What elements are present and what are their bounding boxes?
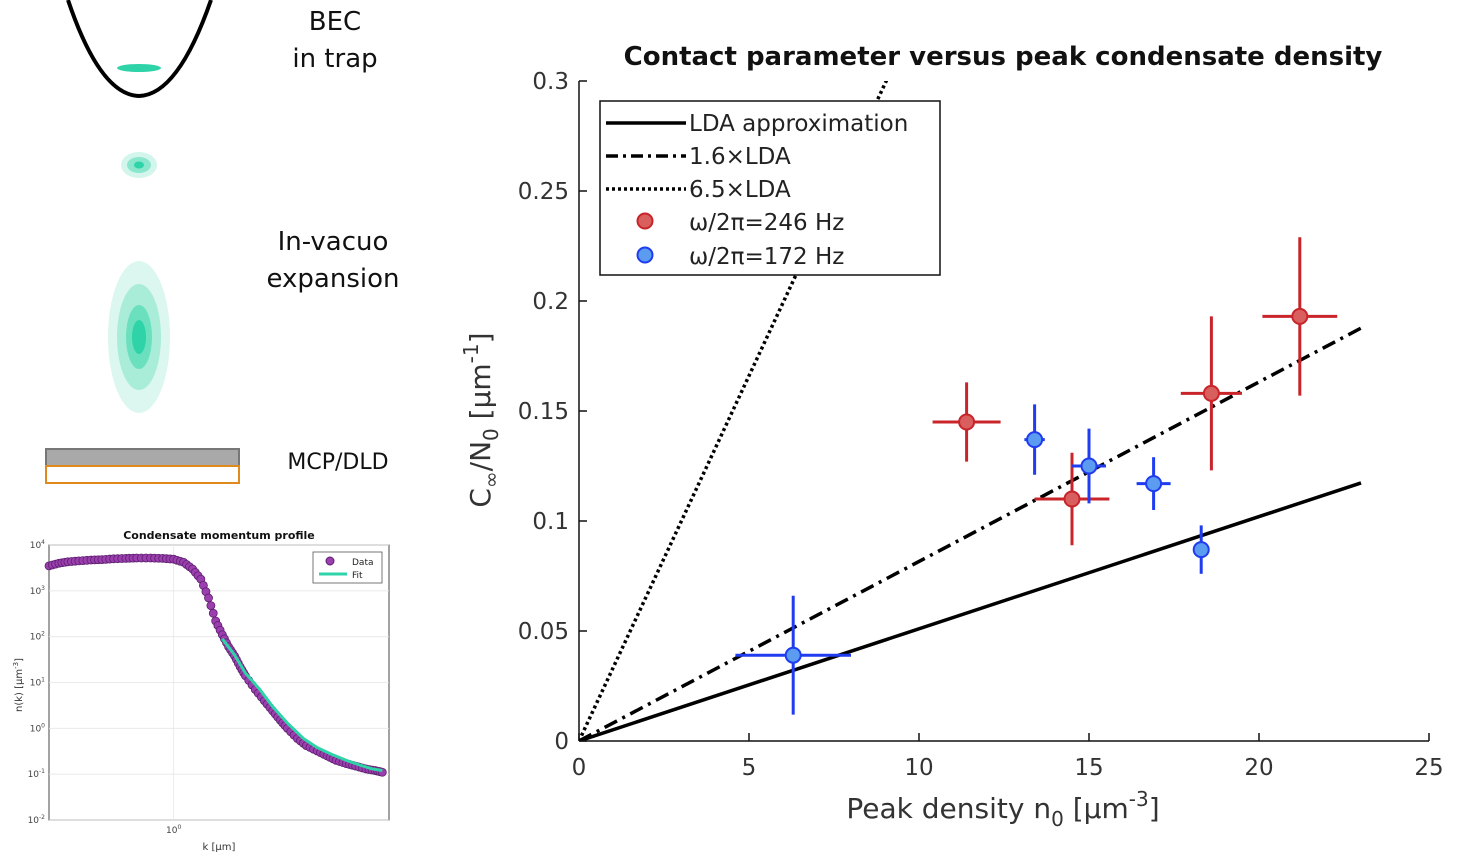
main-chart: Contact parameter versus peak condensate… <box>459 42 1444 831</box>
main-ylabel-C: C <box>464 488 497 508</box>
bec-label: BEC in trap <box>260 4 410 78</box>
marker <box>1145 475 1163 493</box>
late-expansion-cloud <box>108 261 170 413</box>
main-ylabel-unit: [μm <box>464 363 497 428</box>
inset-legend-marker-data <box>325 556 335 566</box>
inset-y-tick-label: 100 <box>30 722 45 734</box>
main-ticks: 0 5 10 15 20 25 0 0.05 0.1 0.15 0.2 0.25 0.3 <box>518 69 1444 781</box>
legend-marker-246hz <box>636 212 654 230</box>
trap-potential-curve <box>66 0 213 99</box>
line-1p6lda <box>579 326 1362 741</box>
y-tick-label: 0.05 <box>518 619 569 645</box>
inset-y-axis-label: n(k) [μm-3] <box>12 658 25 712</box>
inset-y-tick-label: 10-1 <box>28 768 46 780</box>
data-point-172hz <box>1192 525 1210 574</box>
expansion-label-line2: expansion <box>266 264 400 294</box>
inset-legend-label-data: Data <box>352 558 374 568</box>
main-x-axis-label: Peak density n0 [μm-3] <box>846 787 1159 831</box>
y-tick-label: 0.3 <box>532 69 569 95</box>
main-plot-area <box>579 81 1362 741</box>
main-ylabel-N-sub: 0 <box>479 428 503 441</box>
main-xlabel-close: ] <box>1149 792 1160 825</box>
y-tick-label: 0 <box>554 729 569 755</box>
inset-chart: Condensate momentum profile 104 103 102 101… <box>12 529 390 853</box>
inset-x-axis-label: k [μm] <box>203 842 236 853</box>
legend-label-6p5lda: 6.5×LDA <box>689 177 791 203</box>
marker <box>958 413 976 431</box>
legend-label-172hz: ω/2π=172 Hz <box>689 244 844 270</box>
inset-y-tick-label: 101 <box>30 677 45 689</box>
inset-data-point <box>204 593 213 603</box>
marker <box>1291 307 1309 325</box>
x-tick-label: 0 <box>572 755 587 781</box>
inset-legend-box <box>312 551 383 584</box>
inset-x-tick-label: 100 <box>166 824 181 836</box>
main-ylabel-sup: -1 <box>459 343 483 363</box>
inset-data-point <box>206 601 216 611</box>
legend-label-246hz: ω/2π=246 Hz <box>689 210 844 236</box>
x-tick-label: 15 <box>1074 755 1103 781</box>
expansion-label: In-vacuo expansion <box>248 224 418 298</box>
data-point-246hz <box>1180 316 1242 471</box>
marker <box>1063 490 1081 508</box>
inset-ticks: 104 103 102 101 100 10-1 10-2 100 <box>28 539 182 836</box>
data-point-246hz <box>1034 452 1110 546</box>
inset-legend: Data Fit <box>312 551 383 584</box>
bec-label-line2: in trap <box>292 44 378 74</box>
data-point-172hz <box>735 595 851 715</box>
inset-ylabel-text: n(k) [μm <box>14 669 25 712</box>
mcp-dld-detector <box>45 448 240 484</box>
data-point-172hz <box>1136 457 1171 510</box>
inset-fit-line <box>221 637 383 772</box>
marker <box>1080 457 1098 475</box>
data-point-172hz <box>1072 428 1106 504</box>
x-tick-label: 10 <box>904 755 933 781</box>
line-lda <box>579 481 1362 741</box>
main-xlabel-sup: -3 <box>1129 787 1149 811</box>
y-tick-label: 0.15 <box>518 399 569 425</box>
y-tick-label: 0.1 <box>532 509 569 535</box>
y-tick-label: 0.2 <box>532 289 569 315</box>
inset-data-point <box>208 608 218 618</box>
inset-grid <box>49 544 389 821</box>
data-point-246hz <box>932 382 1001 462</box>
y-tick-label: 0.25 <box>518 179 569 205</box>
main-xlabel-sub: 0 <box>1051 807 1064 831</box>
inset-y-tick-label: 102 <box>30 631 45 643</box>
bec-cloud <box>117 64 161 72</box>
expansion-label-line1: In-vacuo <box>277 227 389 257</box>
main-y-axis-label: C∞/N0 [μm-1] <box>459 332 503 507</box>
inset-y-tick-label: 103 <box>30 585 45 597</box>
early-expansion-cloud <box>121 152 157 178</box>
legend-label-lda: LDA approximation <box>689 111 908 137</box>
legend-marker-172hz <box>636 246 654 264</box>
marker <box>1202 384 1220 402</box>
main-legend: LDA approximation 1.6×LDA 6.5×LDA ω/2π=2… <box>599 100 941 276</box>
x-tick-label: 20 <box>1244 755 1273 781</box>
inset-plot-area <box>44 553 387 777</box>
data-point-172hz <box>1024 404 1045 475</box>
inset-y-tick-label: 104 <box>30 539 45 551</box>
inset-chart-title: Condensate momentum profile <box>123 529 315 542</box>
marker <box>1192 541 1210 559</box>
main-ylabel-N: /N <box>464 441 497 471</box>
data-point-246hz <box>1262 237 1338 396</box>
main-ylabel-C-sub: ∞ <box>479 471 503 488</box>
main-ylabel-close: ] <box>464 332 497 343</box>
main-chart-title: Contact parameter versus peak condensate… <box>624 42 1383 72</box>
marker <box>784 646 802 664</box>
marker <box>1026 431 1044 449</box>
inset-y-tick-label: 10-2 <box>28 814 46 826</box>
legend-label-1p6lda: 1.6×LDA <box>689 144 791 170</box>
detector-label: MCP/DLD <box>287 450 389 475</box>
inset-ylabel-sup: -3 <box>12 662 20 669</box>
x-tick-label: 25 <box>1414 755 1443 781</box>
bec-label-line1: BEC <box>308 7 362 37</box>
main-xlabel-text: Peak density n <box>846 792 1051 825</box>
x-tick-label: 5 <box>742 755 757 781</box>
experiment-schematic <box>45 0 240 484</box>
inset-legend-label-fit: Fit <box>352 571 363 581</box>
main-xlabel-unit: [μm <box>1064 792 1129 825</box>
inset-ylabel-close: ] <box>14 658 25 662</box>
